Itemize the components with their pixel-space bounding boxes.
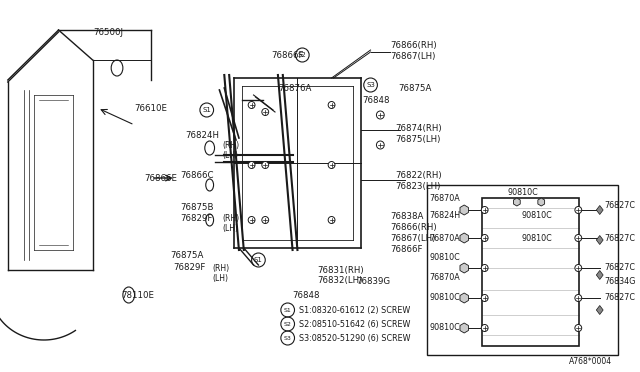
Text: 76500J: 76500J (93, 28, 124, 36)
Text: 76839G: 76839G (356, 276, 390, 285)
Text: S3: S3 (366, 82, 375, 88)
Text: 76822(RH): 76822(RH) (395, 170, 442, 180)
Circle shape (575, 234, 582, 241)
Text: 76874(RH): 76874(RH) (395, 124, 442, 132)
Circle shape (481, 295, 488, 301)
Circle shape (248, 102, 255, 109)
Text: (RH): (RH) (222, 214, 239, 222)
Circle shape (248, 161, 255, 169)
Circle shape (481, 234, 488, 241)
Text: S3: S3 (284, 336, 292, 340)
Text: S1: S1 (284, 308, 292, 312)
Text: 90810C: 90810C (522, 211, 552, 219)
Text: 76848: 76848 (363, 96, 390, 105)
Text: (LH): (LH) (222, 151, 238, 160)
Text: 76866(RH): 76866(RH) (390, 41, 436, 49)
Text: 76838A: 76838A (390, 212, 424, 221)
Text: 76875A: 76875A (398, 83, 431, 93)
Text: 76834G: 76834G (605, 278, 636, 286)
Text: 76867(LH): 76867(LH) (390, 234, 435, 243)
Polygon shape (596, 235, 603, 244)
Text: 76827C: 76827C (605, 201, 636, 209)
Text: 76866F: 76866F (271, 51, 303, 60)
Text: 76866F: 76866F (390, 244, 422, 253)
Text: 76827C: 76827C (605, 263, 636, 273)
Circle shape (262, 217, 269, 224)
Circle shape (262, 161, 269, 169)
Circle shape (262, 109, 269, 115)
Text: (RH): (RH) (222, 141, 239, 150)
Text: 76870A: 76870A (429, 193, 460, 202)
Circle shape (575, 206, 582, 214)
Polygon shape (460, 233, 468, 243)
Text: 76875A: 76875A (171, 250, 204, 260)
Circle shape (328, 161, 335, 169)
Text: 76824H: 76824H (186, 131, 220, 140)
Text: S2: S2 (284, 321, 292, 327)
Polygon shape (596, 205, 603, 215)
Polygon shape (460, 323, 468, 333)
Text: 76823(LH): 76823(LH) (395, 182, 440, 190)
Text: 76832(LH): 76832(LH) (317, 276, 362, 285)
Text: 76831(RH): 76831(RH) (317, 266, 364, 275)
Text: 76824H: 76824H (429, 211, 460, 219)
Text: 90810C: 90810C (429, 324, 460, 333)
Text: 90810C: 90810C (522, 234, 552, 243)
Text: (LH): (LH) (222, 224, 238, 232)
Circle shape (575, 295, 582, 301)
Text: 76870A: 76870A (429, 234, 460, 243)
Text: 76875(LH): 76875(LH) (395, 135, 440, 144)
Text: 90810C: 90810C (429, 294, 460, 302)
Circle shape (328, 217, 335, 224)
Circle shape (481, 264, 488, 272)
Text: (RH): (RH) (212, 263, 230, 273)
Text: 78110E: 78110E (121, 291, 154, 299)
Text: 90810C: 90810C (429, 253, 460, 263)
Text: S2:08510-51642 (6) SCREW: S2:08510-51642 (6) SCREW (300, 320, 411, 328)
Text: 76848: 76848 (292, 291, 320, 299)
Text: 76876A: 76876A (278, 83, 311, 93)
Polygon shape (596, 270, 603, 279)
Polygon shape (596, 305, 603, 314)
Text: 76866C: 76866C (180, 170, 214, 180)
Circle shape (481, 206, 488, 214)
Text: 76829F: 76829F (180, 214, 212, 222)
Text: 76827C: 76827C (605, 294, 636, 302)
Polygon shape (460, 205, 468, 215)
Text: (LH): (LH) (212, 273, 228, 282)
Bar (427, 185, 618, 355)
Bar (482, 198, 579, 346)
Text: 76829F: 76829F (173, 263, 206, 273)
Circle shape (328, 102, 335, 109)
Text: S2: S2 (298, 52, 307, 58)
Text: 76875B: 76875B (180, 202, 214, 212)
Circle shape (376, 111, 384, 119)
Text: A768*0004: A768*0004 (570, 357, 612, 366)
Text: 76866E: 76866E (145, 173, 177, 183)
Text: 76867(LH): 76867(LH) (390, 51, 435, 61)
Polygon shape (513, 198, 520, 206)
Text: 76870A: 76870A (429, 273, 460, 282)
Text: S1:08320-61612 (2) SCREW: S1:08320-61612 (2) SCREW (300, 305, 411, 314)
Circle shape (575, 264, 582, 272)
Polygon shape (460, 293, 468, 303)
Circle shape (575, 324, 582, 331)
Text: S1: S1 (202, 107, 211, 113)
Text: 90810C: 90810C (507, 187, 538, 196)
Text: 76827C: 76827C (605, 234, 636, 243)
Text: 76610E: 76610E (134, 103, 168, 112)
Circle shape (248, 217, 255, 224)
Polygon shape (538, 198, 545, 206)
Text: 76866(RH): 76866(RH) (390, 222, 436, 231)
Circle shape (376, 141, 384, 149)
Polygon shape (460, 263, 468, 273)
Circle shape (481, 324, 488, 331)
Text: S3:08520-51290 (6) SCREW: S3:08520-51290 (6) SCREW (300, 334, 411, 343)
Text: S1: S1 (254, 257, 263, 263)
